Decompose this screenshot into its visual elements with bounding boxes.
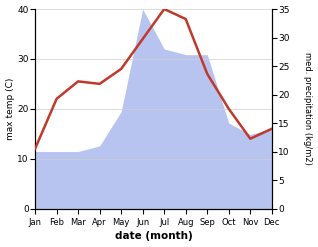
X-axis label: date (month): date (month) <box>114 231 192 242</box>
Y-axis label: max temp (C): max temp (C) <box>5 78 15 140</box>
Y-axis label: med. precipitation (kg/m2): med. precipitation (kg/m2) <box>303 52 313 165</box>
